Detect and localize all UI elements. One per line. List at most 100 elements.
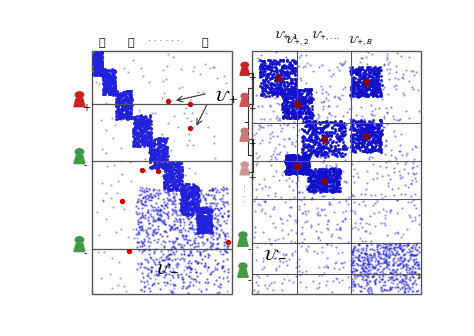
Point: [155, 151, 163, 156]
Point: [356, 129, 364, 134]
Point: [293, 63, 301, 68]
Point: [285, 163, 293, 168]
Point: [265, 184, 273, 190]
Point: [275, 152, 283, 157]
Point: [407, 254, 414, 259]
Point: [413, 263, 421, 268]
Point: [374, 243, 381, 249]
Point: [332, 146, 339, 152]
Point: [93, 66, 100, 71]
Point: [113, 107, 120, 113]
Point: [278, 172, 286, 178]
Point: [274, 60, 282, 65]
Point: [315, 65, 322, 70]
Point: [176, 216, 183, 222]
Point: [394, 251, 401, 256]
Point: [179, 197, 186, 203]
Point: [178, 210, 186, 215]
Point: [306, 135, 313, 140]
Point: [321, 171, 328, 177]
Point: [196, 221, 203, 227]
Point: [163, 253, 171, 258]
Point: [109, 85, 116, 90]
Point: [112, 116, 120, 122]
Point: [105, 73, 112, 78]
Point: [301, 101, 309, 106]
Point: [199, 212, 206, 217]
Point: [406, 286, 413, 291]
Point: [301, 160, 309, 166]
Point: [387, 245, 394, 250]
Point: [287, 69, 294, 74]
Point: [365, 148, 373, 153]
Point: [369, 76, 376, 82]
Point: [142, 202, 150, 207]
Point: [134, 134, 141, 139]
Point: [356, 201, 363, 206]
Point: [281, 86, 289, 91]
Point: [351, 149, 359, 155]
Point: [292, 69, 300, 74]
Point: [301, 151, 309, 156]
Point: [142, 142, 149, 147]
Point: [372, 71, 379, 76]
Point: [301, 236, 308, 242]
Point: [281, 71, 289, 76]
Point: [204, 222, 212, 227]
Point: [166, 175, 173, 181]
Point: [273, 93, 281, 98]
Point: [202, 220, 210, 225]
Point: [331, 93, 339, 99]
Point: [120, 96, 128, 101]
Point: [207, 269, 215, 275]
Point: [320, 137, 328, 142]
Point: [291, 152, 298, 158]
Point: [105, 77, 112, 82]
Point: [319, 244, 326, 250]
Point: [213, 267, 221, 272]
Point: [162, 161, 170, 167]
Point: [208, 208, 216, 213]
Point: [386, 270, 393, 276]
Point: [175, 161, 182, 166]
Point: [408, 282, 416, 287]
Point: [351, 133, 358, 138]
Point: [330, 171, 338, 176]
Point: [155, 187, 163, 192]
Point: [124, 103, 131, 109]
Point: [151, 141, 158, 146]
Point: [278, 64, 286, 70]
Point: [109, 83, 117, 89]
Point: [268, 81, 275, 86]
Point: [394, 262, 402, 267]
Point: [200, 195, 207, 200]
Point: [298, 165, 306, 170]
Point: [278, 80, 285, 85]
Text: +: +: [248, 139, 256, 149]
Point: [118, 102, 126, 107]
Point: [272, 95, 279, 100]
Point: [298, 230, 306, 236]
Point: [317, 167, 325, 172]
Point: [94, 68, 102, 73]
Point: [403, 151, 411, 156]
Point: [193, 190, 201, 196]
Point: [128, 115, 135, 121]
Point: [223, 256, 230, 261]
Point: [220, 199, 228, 205]
Point: [392, 267, 400, 272]
Point: [284, 113, 292, 118]
Point: [288, 170, 295, 175]
Point: [127, 160, 134, 165]
Point: [162, 151, 169, 156]
Point: [349, 126, 357, 131]
Point: [389, 258, 396, 263]
Point: [174, 160, 182, 165]
Point: [120, 113, 128, 119]
Point: [155, 266, 163, 271]
Point: [339, 154, 346, 159]
Point: [156, 135, 164, 141]
Point: [310, 171, 317, 177]
Point: [392, 86, 400, 92]
Point: [197, 219, 205, 225]
